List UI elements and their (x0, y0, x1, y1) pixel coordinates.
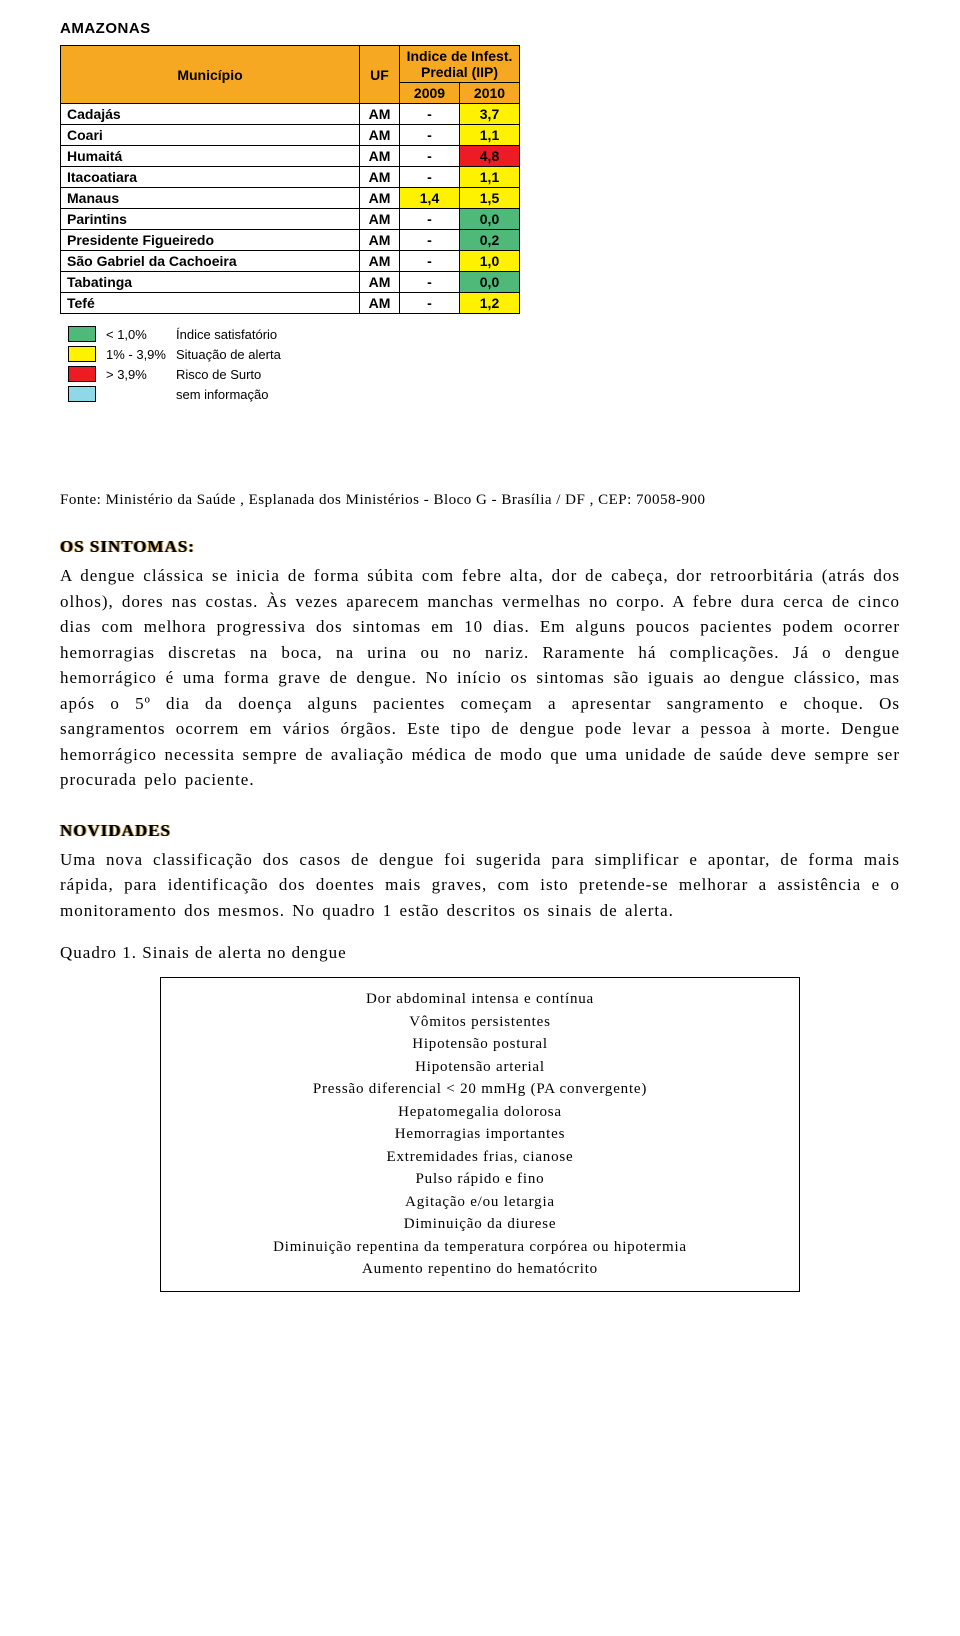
table-row: TeféAM-1,2 (61, 293, 520, 314)
cell-uf: AM (360, 272, 400, 293)
quadro-item: Hemorragias importantes (181, 1123, 779, 1146)
cell-name: Parintins (61, 209, 360, 230)
cell-name: Itacoatiara (61, 167, 360, 188)
cell-uf: AM (360, 104, 400, 125)
legend-row: 1% - 3,9%Situação de alerta (68, 346, 900, 362)
quadro-item: Vômitos persistentes (181, 1011, 779, 1034)
legend-label: Índice satisfatório (176, 327, 277, 342)
sintomas-heading: OS SINTOMAS: (60, 537, 900, 557)
quadro-item: Hipotensão arterial (181, 1056, 779, 1079)
col-uf: UF (360, 46, 400, 104)
cell-2010: 0,0 (460, 209, 520, 230)
legend-row: sem informação (68, 386, 900, 402)
legend-label: Situação de alerta (176, 347, 281, 362)
col-year-2009: 2009 (400, 83, 460, 104)
cell-uf: AM (360, 125, 400, 146)
cell-name: Humaitá (61, 146, 360, 167)
iip-table-head: MunicípioUFIndice de Infest. Predial (II… (61, 46, 520, 104)
cell-2010: 1,0 (460, 251, 520, 272)
cell-uf: AM (360, 146, 400, 167)
cell-2009: - (400, 209, 460, 230)
cell-uf: AM (360, 188, 400, 209)
cell-uf: AM (360, 251, 400, 272)
legend-swatch (68, 326, 96, 342)
table-row: São Gabriel da CachoeiraAM-1,0 (61, 251, 520, 272)
cell-2010: 3,7 (460, 104, 520, 125)
cell-uf: AM (360, 167, 400, 188)
cell-2010: 1,1 (460, 167, 520, 188)
cell-2010: 0,2 (460, 230, 520, 251)
cell-name: Manaus (61, 188, 360, 209)
legend-label: sem informação (176, 387, 268, 402)
cell-name: Tefé (61, 293, 360, 314)
quadro-item: Hipotensão postural (181, 1033, 779, 1056)
cell-2010: 4,8 (460, 146, 520, 167)
cell-2009: - (400, 230, 460, 251)
quadro-box: Dor abdominal intensa e contínuaVômitos … (160, 977, 800, 1292)
iip-table-body: CadajásAM-3,7CoariAM-1,1HumaitáAM-4,8Ita… (61, 104, 520, 314)
quadro-item: Pulso rápido e fino (181, 1168, 779, 1191)
legend-pct: 1% - 3,9% (106, 347, 176, 362)
cell-uf: AM (360, 209, 400, 230)
sintomas-paragraph: A dengue clássica se inicia de forma súb… (60, 563, 900, 793)
legend-row: > 3,9%Risco de Surto (68, 366, 900, 382)
legend-swatch (68, 386, 96, 402)
novidades-heading: NOVIDADES (60, 821, 900, 841)
cell-2010: 1,1 (460, 125, 520, 146)
cell-2009: - (400, 125, 460, 146)
cell-2009: - (400, 293, 460, 314)
col-iip: Indice de Infest. Predial (IIP) (400, 46, 520, 83)
table-row: CoariAM-1,1 (61, 125, 520, 146)
table-row: ItacoatiaraAM-1,1 (61, 167, 520, 188)
legend-pct: < 1,0% (106, 327, 176, 342)
legend-pct: > 3,9% (106, 367, 176, 382)
cell-2009: - (400, 104, 460, 125)
quadro-item: Hepatomegalia dolorosa (181, 1101, 779, 1124)
legend-swatch (68, 366, 96, 382)
cell-name: São Gabriel da Cachoeira (61, 251, 360, 272)
legend-swatch (68, 346, 96, 362)
legend-label: Risco de Surto (176, 367, 261, 382)
cell-name: Presidente Figueiredo (61, 230, 360, 251)
col-municipio: Município (61, 46, 360, 104)
cell-2010: 0,0 (460, 272, 520, 293)
cell-uf: AM (360, 293, 400, 314)
novidades-paragraph: Uma nova classificação dos casos de deng… (60, 847, 900, 924)
source-text: Fonte: Ministério da Saúde , Esplanada d… (60, 492, 900, 509)
cell-2009: - (400, 272, 460, 293)
legend-row: < 1,0%Índice satisfatório (68, 326, 900, 342)
quadro-item: Aumento repentino do hematócrito (181, 1258, 779, 1281)
quadro-item: Diminuição da diurese (181, 1213, 779, 1236)
table-row: CadajásAM-3,7 (61, 104, 520, 125)
cell-name: Coari (61, 125, 360, 146)
quadro-item: Dor abdominal intensa e contínua (181, 988, 779, 1011)
cell-2009: 1,4 (400, 188, 460, 209)
cell-2010: 1,2 (460, 293, 520, 314)
table-row: ParintinsAM-0,0 (61, 209, 520, 230)
cell-name: Tabatinga (61, 272, 360, 293)
cell-2010: 1,5 (460, 188, 520, 209)
iip-table: MunicípioUFIndice de Infest. Predial (II… (60, 45, 520, 314)
quadro-item: Diminuição repentina da temperatura corp… (181, 1236, 779, 1259)
state-header: AMAZONAS (60, 20, 900, 37)
cell-name: Cadajás (61, 104, 360, 125)
table-row: ManausAM1,41,5 (61, 188, 520, 209)
cell-uf: AM (360, 230, 400, 251)
quadro-item: Pressão diferencial < 20 mmHg (PA conver… (181, 1078, 779, 1101)
legend: < 1,0%Índice satisfatório1% - 3,9%Situaç… (68, 326, 900, 402)
quadro-item: Extremidades frias, cianose (181, 1146, 779, 1169)
quadro-title: Quadro 1. Sinais de alerta no dengue (60, 943, 900, 963)
cell-2009: - (400, 167, 460, 188)
table-row: TabatingaAM-0,0 (61, 272, 520, 293)
cell-2009: - (400, 146, 460, 167)
quadro-item: Agitação e/ou letargia (181, 1191, 779, 1214)
col-year-2010: 2010 (460, 83, 520, 104)
cell-2009: - (400, 251, 460, 272)
table-row: Presidente FigueiredoAM-0,2 (61, 230, 520, 251)
table-row: HumaitáAM-4,8 (61, 146, 520, 167)
